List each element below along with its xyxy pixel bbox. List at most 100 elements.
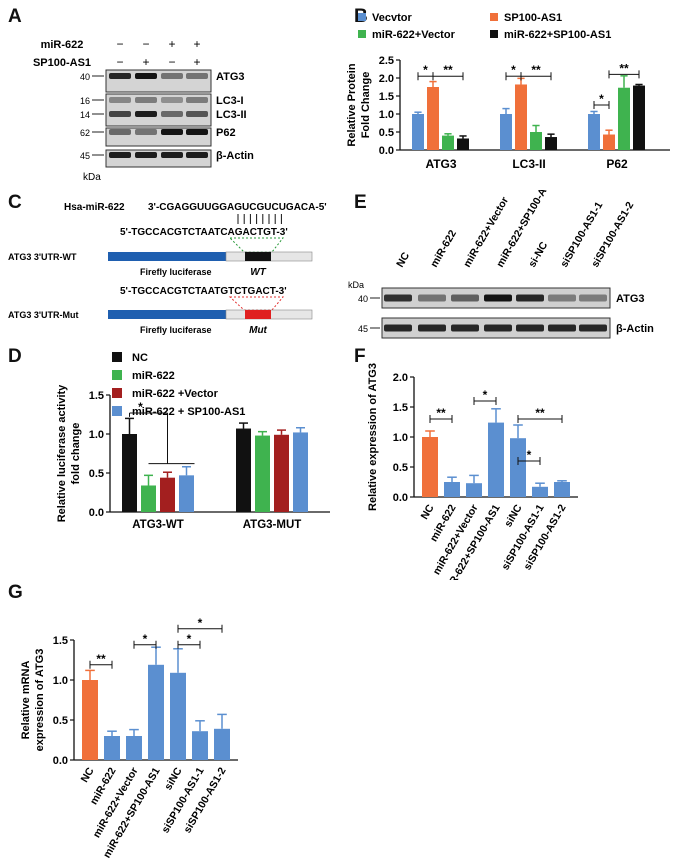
e-band-1-0 — [384, 324, 412, 332]
panel-g-label: G — [8, 582, 23, 603]
lane-label-nc: NC — [394, 250, 412, 269]
b-bar-p62-mir-622-vector — [618, 87, 630, 150]
d-bar-atg3-mut-nc — [236, 428, 251, 512]
band-p62-1 — [135, 129, 157, 135]
f-sig-1-text: * — [483, 388, 488, 402]
d-legend-swatch-mir-622-vector — [112, 388, 122, 398]
g-xtick-nc: NC — [79, 765, 97, 784]
band-label-atg3: ATG3 — [216, 71, 245, 83]
g-bar-sisp100-as1-2 — [214, 728, 230, 760]
kda-atg3: 40 — [80, 72, 90, 82]
f-xtick-sinc: siNC — [502, 502, 525, 529]
b-bar-atg3-mir-622-vector — [442, 135, 454, 150]
f-ytick-label-1: 0.5 — [393, 462, 408, 474]
b-ytick-label-3: 1.5 — [379, 91, 394, 103]
d-ylabel-line-0: Relative luciferase activity — [56, 384, 68, 522]
e-band-1-1 — [418, 324, 446, 332]
g-sig-2-text: * — [187, 632, 192, 646]
kda-label-e: kDa — [348, 280, 364, 290]
sign-1-0: − — [116, 55, 123, 69]
band-p62-2 — [161, 129, 183, 135]
b-bar-p62-mir-622-sp100-as1 — [633, 85, 645, 150]
band-actin-0 — [109, 152, 131, 158]
e-band-0-6 — [579, 294, 607, 302]
legend-vecvtor: Vecvtor — [372, 12, 412, 24]
d-legend-swatch-mir-622-sp100-as1 — [112, 406, 122, 416]
b-ylabel-line-0: Relative Protein — [346, 63, 358, 146]
b-ytick-label-2: 1.0 — [379, 109, 394, 121]
g-ytick-label-2: 1.0 — [53, 675, 68, 687]
lane-label-si-nc: si-NC — [526, 239, 550, 269]
b-bar-lc3-ii-mir-622-sp100-as1 — [545, 137, 557, 150]
f-ytick-label-4: 2.0 — [393, 372, 408, 384]
e-band-label-0: ATG3 — [616, 293, 645, 305]
d-legend-mir-622-vector: miR-622 +Vector — [132, 388, 219, 400]
g-bar-mir-622-sp100-as1 — [148, 664, 164, 760]
g-sig-0-text: ** — [96, 652, 106, 666]
g-ytick-label-3: 1.5 — [53, 635, 68, 647]
f-sig-2-text: * — [527, 448, 532, 462]
luciferase-activity-chart: NC miR-622 miR-622 +Vector miR-622 + SP100-… — [56, 352, 330, 531]
f-ylabel: Relative expression of ATG3 — [367, 363, 379, 511]
g-ylabel-line-1: expression of ATG3 — [34, 649, 46, 752]
f-bar-sisp100-as1-1 — [532, 486, 548, 497]
mut-site — [245, 310, 271, 319]
band-lc3-ii-2 — [161, 111, 183, 117]
row-label-mir-622: miR-622 — [41, 39, 84, 51]
kda-lc3-i: 16 — [80, 96, 90, 106]
f-ytick-label-2: 1.0 — [393, 432, 408, 444]
wt-luc-label: Firefly luciferase — [140, 267, 212, 277]
sign-1-2: − — [168, 55, 175, 69]
b-bar-p62-sp100-as1 — [603, 134, 615, 150]
g-ytick-label-0: 0.0 — [53, 755, 68, 767]
band-label-lc3-i: LC3-I — [216, 95, 244, 107]
d-bar-atg3-wt-nc — [122, 434, 137, 512]
legend-swatch-sp100-as1 — [490, 13, 498, 21]
b-xtick-p62: P62 — [606, 157, 628, 171]
western-blot-e: NC miR-622 miR-622+VectormiR-622+SP100-AS1… — [348, 190, 654, 339]
d-sig-text: * — [138, 400, 143, 414]
blot-strip-3 — [105, 149, 212, 168]
b-sig-5-text: ** — [619, 61, 629, 75]
d-ylabel: Relative luciferase activity fold change — [56, 384, 82, 522]
band-actin-1 — [135, 152, 157, 158]
mirna-seq: 3'-CGAGGUUGGAGUCGUCUGACA-5' — [148, 202, 327, 213]
legend-sp100-as1: SP100-AS1 — [504, 12, 562, 24]
protein-fold-change-chart: Vecvtor SP100-AS1 miR-622+Vector miR-622+SP… — [346, 12, 670, 171]
band-lc3-ii-3 — [186, 111, 208, 117]
e-band-1-6 — [579, 324, 607, 332]
d-ytick-label-0: 0.0 — [89, 507, 104, 519]
f-bar-nc — [422, 437, 438, 497]
d-ylabel-line-1: fold change — [70, 423, 82, 485]
sign-0-0: − — [116, 37, 123, 51]
g-ylabel-line-0: Relative mRNA — [20, 661, 32, 740]
e-band-1-4 — [516, 324, 544, 332]
f-bar-sinc — [510, 438, 526, 497]
d-bar-atg3-mut-mir-622-sp100-as1 — [293, 432, 308, 512]
g-ylabel: Relative mRNA expression of ATG3 — [20, 649, 46, 752]
panel-f-label: F — [354, 346, 366, 367]
g-xtick-sinc: siNC — [162, 765, 185, 792]
b-xtick-lc3-ii: LC3-II — [512, 157, 545, 171]
b-ytick-label-1: 0.5 — [379, 127, 394, 139]
kda-lc3-ii: 14 — [80, 110, 90, 120]
b-ylabel: Relative Protein Fold Change — [346, 63, 372, 146]
b-ytick-label-0: 0.0 — [379, 145, 394, 157]
panel-d-label: D — [8, 346, 22, 367]
mut-label: Mut — [249, 325, 267, 336]
f-bar-mir-622 — [444, 482, 460, 497]
band-lc3-i-1 — [135, 97, 157, 103]
sign-0-1: − — [142, 37, 149, 51]
panel-c-label: C — [8, 192, 22, 213]
d-ytick-label-3: 1.5 — [89, 390, 104, 402]
e-band-0-5 — [548, 294, 576, 302]
legend-swatch-mir-622-vector — [358, 30, 366, 38]
b-bar-lc3-ii-sp100-as1 — [515, 84, 527, 150]
band-lc3-ii-0 — [109, 111, 131, 117]
g-bar-sisp100-as1-1 — [192, 731, 208, 760]
g-sig-1-text: * — [143, 632, 148, 646]
f-bar-sisp100-as1-2 — [554, 482, 570, 497]
b-sig-2-text: * — [511, 63, 516, 77]
western-blot-a: miR-622 − − + + SP100-AS1 − + − + ATG3 40 LC3-I 16 LC3… — [33, 37, 254, 183]
mirna-name: Hsa-miR-622 — [64, 202, 125, 213]
